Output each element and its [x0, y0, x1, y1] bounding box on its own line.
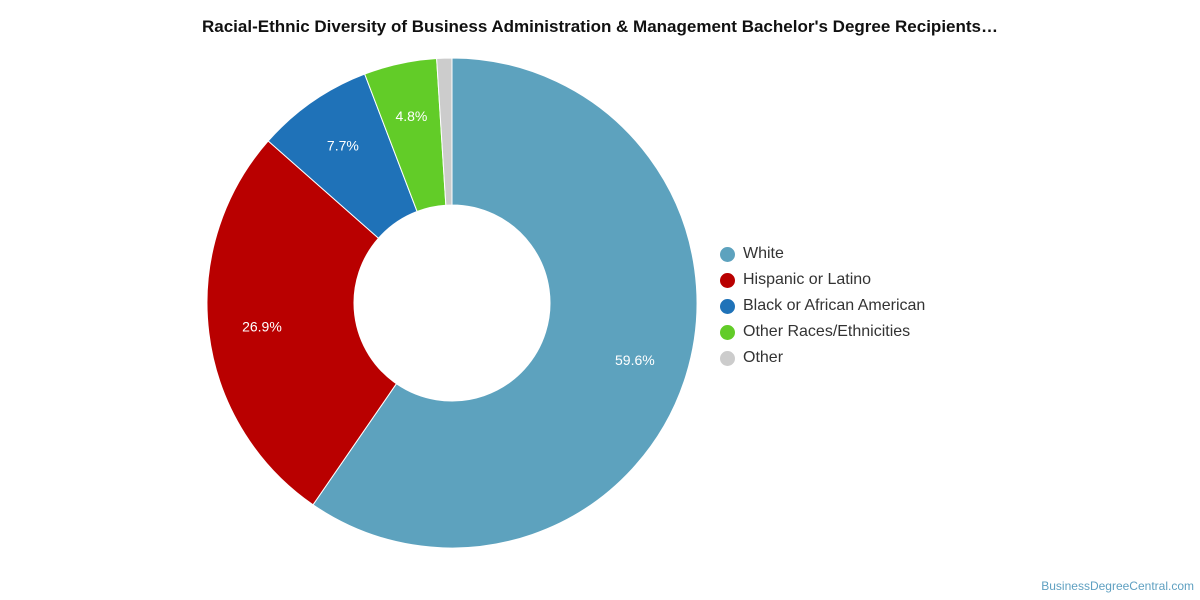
slice-white[interactable] — [312, 57, 698, 549]
slice-value-label: 26.9% — [242, 318, 282, 334]
legend-item-other-races-ethnicities[interactable]: Other Races/Ethnicities — [720, 319, 925, 345]
legend-item-other[interactable]: Other — [720, 345, 925, 371]
legend-swatch — [720, 324, 735, 340]
legend-item-hispanic-or-latino[interactable]: Hispanic or Latino — [720, 267, 925, 293]
legend-label: Other — [743, 349, 784, 366]
legend-item-white[interactable]: White — [720, 241, 925, 267]
legend-label: Other Races/Ethnicities — [743, 323, 911, 340]
source-credit[interactable]: BusinessDegreeCentral.com — [1041, 579, 1194, 593]
legend-label: White — [743, 245, 784, 262]
chart-title: Racial-Ethnic Diversity of Business Admi… — [201, 17, 998, 36]
slice-value-label: 4.8% — [395, 108, 427, 124]
chart-legend: White Hispanic or Latino Black or African … — [720, 241, 925, 371]
slice-other[interactable] — [436, 57, 453, 206]
legend-label: Hispanic or Latino — [743, 271, 872, 288]
legend-label: Black or African American — [743, 297, 926, 314]
legend-swatch — [720, 350, 735, 366]
legend-swatch — [720, 272, 735, 288]
slice-value-label: 7.7% — [327, 138, 359, 154]
slice-value-label: 59.6% — [615, 352, 655, 368]
legend-swatch — [720, 246, 735, 262]
legend-swatch — [720, 298, 735, 314]
slice-hispanic-or-latino[interactable] — [206, 140, 398, 506]
legend-item-black-or-african-american[interactable]: Black or African American — [720, 293, 925, 319]
